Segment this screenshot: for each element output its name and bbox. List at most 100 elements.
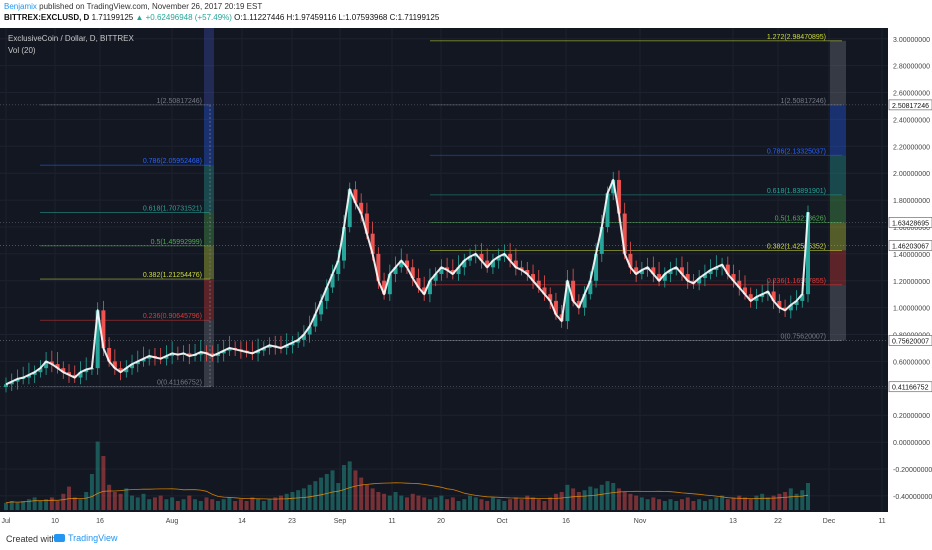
volume-bar bbox=[708, 499, 713, 510]
y-tick-label: 1.80000000 bbox=[893, 198, 930, 205]
y-tick-label: 3.00000000 bbox=[893, 37, 930, 44]
chart-canvas[interactable]: 3.00000000 2.80000000 2.60000000 2.40000000… bbox=[0, 28, 932, 528]
fib-left-label: 0.382(1.21254476) bbox=[143, 272, 202, 279]
volume-bar bbox=[393, 492, 398, 510]
publish-line: Benjamix published on TradingView.com, N… bbox=[4, 2, 262, 11]
fib-left-zone bbox=[204, 279, 214, 321]
volume-bar bbox=[508, 499, 513, 510]
symbol-label: BITTREX:EXCLUSD, D bbox=[4, 13, 90, 22]
volume-bar bbox=[473, 497, 478, 510]
price-chart[interactable]: 3.00000000 2.80000000 2.60000000 2.40000000… bbox=[0, 28, 932, 528]
candle-body bbox=[141, 358, 146, 362]
fib-left-zone bbox=[204, 165, 214, 213]
price-label-box bbox=[888, 99, 932, 111]
candle-body bbox=[777, 300, 782, 308]
volume-legend: Vol (20) bbox=[8, 46, 36, 55]
tradingview-icon bbox=[54, 534, 65, 542]
volume-bar bbox=[256, 499, 261, 510]
volume-bar bbox=[777, 493, 782, 510]
volume-bar bbox=[26, 499, 31, 510]
candle-body bbox=[485, 260, 490, 268]
volume-bar bbox=[674, 501, 679, 510]
volume-bar bbox=[273, 497, 278, 510]
y-tick-label: 2.20000000 bbox=[893, 144, 930, 151]
candle-body bbox=[324, 287, 329, 301]
volume-bar bbox=[599, 484, 604, 510]
volume-bar bbox=[788, 488, 793, 510]
candle-body bbox=[742, 287, 747, 295]
ohlc-line: BITTREX:EXCLUSD, D 1.71199125 ▲ +0.62496… bbox=[4, 13, 439, 22]
volume-bar bbox=[800, 490, 805, 510]
volume-bar bbox=[181, 499, 186, 510]
volume-bar bbox=[147, 499, 152, 510]
volume-bar bbox=[582, 490, 587, 510]
volume-bar bbox=[107, 484, 112, 510]
volume-bar bbox=[679, 499, 684, 510]
volume-bar bbox=[725, 499, 730, 510]
volume-bar bbox=[531, 497, 536, 510]
volume-bar bbox=[468, 495, 473, 510]
volume-bar bbox=[250, 497, 255, 510]
author-link[interactable]: Benjamix bbox=[4, 2, 37, 11]
volume-bar bbox=[130, 495, 135, 510]
candle-body bbox=[737, 280, 742, 288]
volume-ma-line bbox=[5, 482, 809, 504]
candle-body bbox=[164, 356, 169, 359]
volume-bar bbox=[324, 474, 329, 510]
volume-bar bbox=[370, 488, 375, 510]
candle-body bbox=[714, 267, 719, 270]
volume-bar bbox=[651, 497, 656, 510]
candle-body bbox=[307, 326, 312, 335]
volume-bar bbox=[525, 495, 530, 510]
candle-body bbox=[576, 300, 581, 308]
x-tick-label: Nov bbox=[634, 518, 647, 525]
candle-body bbox=[462, 260, 467, 268]
candle-body bbox=[4, 384, 8, 387]
volume-bar bbox=[760, 493, 765, 510]
volume-bar bbox=[9, 501, 14, 510]
volume-bar bbox=[44, 499, 49, 510]
fib-left-label: 0.786(2.05952468) bbox=[143, 158, 202, 165]
volume-bar bbox=[204, 497, 209, 510]
tradingview-logo[interactable]: TradingView bbox=[54, 533, 118, 543]
volume-bar bbox=[433, 497, 438, 510]
fib-right-label: 1.272(2.98470895) bbox=[767, 34, 826, 41]
fib-left-label: 0.236(0.90645796) bbox=[143, 313, 202, 320]
publish-info: published on TradingView.com, November 2… bbox=[39, 2, 263, 11]
candle-body bbox=[267, 345, 272, 348]
volume-bar bbox=[261, 501, 266, 510]
candle-body bbox=[382, 280, 387, 295]
volume-bar bbox=[519, 499, 524, 510]
volume-bar bbox=[175, 501, 180, 510]
x-tick-label: 14 bbox=[238, 518, 246, 525]
volume-bar bbox=[542, 501, 547, 510]
candle-body bbox=[399, 260, 404, 268]
volume-bar bbox=[588, 486, 593, 510]
volume-bar bbox=[227, 497, 232, 510]
fib-right-label: 0(0.75620007) bbox=[780, 333, 826, 340]
volume-bar bbox=[502, 501, 507, 510]
volume-bar bbox=[439, 495, 444, 510]
candle-body bbox=[44, 361, 49, 369]
fib-left-label: 0(0.41166752) bbox=[157, 380, 202, 387]
y-tick-label: 1.40000000 bbox=[893, 252, 930, 259]
volume-bar bbox=[783, 492, 788, 510]
candle-body bbox=[330, 274, 335, 288]
candle-body bbox=[616, 179, 621, 214]
candle-body bbox=[662, 274, 667, 281]
y-tick-label: 1.00000000 bbox=[893, 306, 930, 313]
candle-body bbox=[135, 361, 140, 365]
candle-body bbox=[301, 334, 306, 340]
volume-bar bbox=[267, 499, 272, 510]
candle-body bbox=[221, 350, 226, 354]
volume-bar bbox=[84, 492, 89, 510]
x-tick-label: 11 bbox=[878, 518, 885, 525]
candle-body bbox=[439, 267, 444, 275]
candle-body bbox=[468, 256, 473, 261]
price-axis-background bbox=[888, 28, 932, 528]
x-tick-label: 13 bbox=[729, 518, 737, 525]
candle-body bbox=[210, 353, 215, 357]
volume-bar bbox=[576, 492, 581, 510]
candle-body bbox=[55, 364, 60, 369]
candle-body bbox=[639, 270, 644, 275]
